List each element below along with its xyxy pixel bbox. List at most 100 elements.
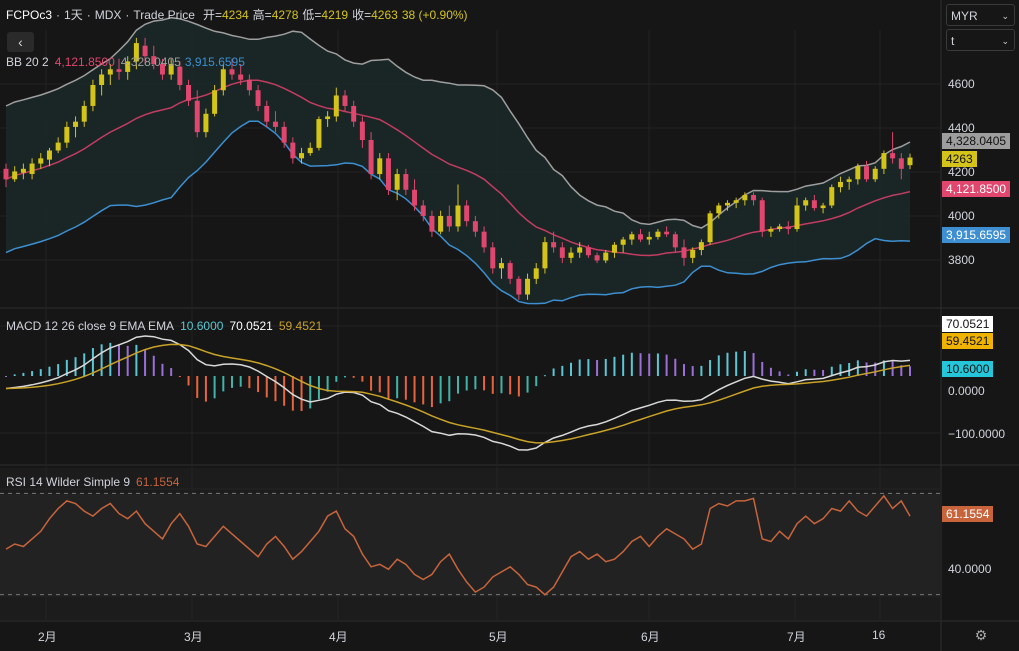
macd-histogram-bar xyxy=(283,376,286,406)
macd-histogram-bar xyxy=(509,376,512,395)
macd-histogram-bar xyxy=(317,376,320,400)
macd-histogram-bar xyxy=(691,366,694,376)
secondary-select[interactable]: t ⌄ xyxy=(946,29,1015,51)
macd-histogram-bar xyxy=(239,376,242,387)
macd-line xyxy=(5,335,911,451)
macd-histogram-bar xyxy=(517,376,520,397)
candle-body xyxy=(73,121,79,127)
candle-body xyxy=(629,234,635,240)
candle-body xyxy=(168,64,174,75)
candle-body xyxy=(455,205,461,227)
candle-body xyxy=(99,74,105,85)
bb-legend[interactable]: BB 20 2 4,121.8500 4,328.0405 3,915.6595 xyxy=(6,55,251,69)
macd-histogram-bar xyxy=(778,371,781,376)
rsi-legend[interactable]: RSI 14 Wilder Simple 9 61.1554 xyxy=(6,475,185,489)
macd-histogram-bar xyxy=(361,376,364,382)
candle-body xyxy=(881,153,887,169)
candle-body xyxy=(264,105,270,122)
candle-body xyxy=(759,200,765,232)
price-tick: 4400 xyxy=(948,121,975,135)
bb-lower-value: 3,915.6595 xyxy=(184,55,245,69)
open-label: 开= xyxy=(202,8,222,22)
open-value: 4234 xyxy=(221,8,249,22)
candle-body xyxy=(742,195,748,201)
candle-body xyxy=(707,213,713,243)
candle-body xyxy=(420,205,426,216)
macd-histogram-bar xyxy=(578,359,581,376)
candle-body xyxy=(290,142,296,159)
candle-body xyxy=(716,205,722,214)
macd-histogram-bar xyxy=(865,362,868,376)
candle-body xyxy=(577,247,583,253)
time-label: 6月 xyxy=(641,630,660,644)
price-tick: 4200 xyxy=(948,165,975,179)
symbol-name[interactable]: FCPOc3 xyxy=(6,8,53,22)
macd-histogram-bar xyxy=(813,369,816,376)
candle-body xyxy=(638,234,644,240)
candle-body xyxy=(472,221,478,232)
macd-histogram-bar xyxy=(604,358,607,376)
macd-histogram-bar xyxy=(5,376,7,377)
candle-body xyxy=(403,174,409,190)
macd-histogram-bar xyxy=(144,349,147,376)
macd-histogram-bar xyxy=(309,376,312,409)
candle-body xyxy=(777,226,783,230)
chart-header: FCPOc3 · 1天 · MDX · Trade Price 开=4234 高=4278 低=4… xyxy=(6,6,472,23)
candle-body xyxy=(446,215,452,227)
macd-histogram-bar xyxy=(430,376,433,408)
candle-body xyxy=(672,234,678,248)
macd-histogram-bar xyxy=(743,351,746,376)
macd-histogram-bar xyxy=(726,352,729,376)
candle-body xyxy=(368,140,374,175)
candle-body xyxy=(412,189,418,206)
bb-upper-line xyxy=(5,16,911,229)
low-label: 低= xyxy=(302,8,322,22)
macd-histogram-bar xyxy=(900,365,903,376)
macd-histogram-bar xyxy=(196,376,199,398)
macd-histogram-bar xyxy=(596,359,599,376)
macd-histogram-bar xyxy=(222,376,225,392)
macd-histogram-bar xyxy=(717,355,720,376)
macd-histogram-bar xyxy=(57,364,60,376)
candle-body xyxy=(785,226,791,230)
macd-histogram-bar xyxy=(622,354,625,376)
candle-body xyxy=(611,244,617,253)
change-value: 38 (+0.90%) xyxy=(401,8,468,22)
macd-histogram-bar xyxy=(204,376,207,402)
candle-body xyxy=(281,126,287,143)
macd-histogram-bar xyxy=(822,369,825,376)
macd-histogram-bar xyxy=(126,345,129,376)
bb-fill xyxy=(6,17,910,304)
currency-select[interactable]: MYR ⌄ xyxy=(946,4,1015,26)
macd-legend[interactable]: MACD 12 26 close 9 EMA EMA 10.6000 70.0521… xyxy=(6,319,328,333)
candle-body xyxy=(385,158,391,190)
exchange-label: MDX xyxy=(94,8,122,22)
bb-title: BB 20 2 xyxy=(6,55,49,69)
macd-histogram-bar xyxy=(178,376,181,377)
macd-histogram-bar xyxy=(213,376,216,399)
candle-body xyxy=(811,200,817,209)
separator: · xyxy=(86,8,91,22)
candle-body xyxy=(151,56,157,65)
macd-histogram-bar xyxy=(474,376,477,390)
candle-body xyxy=(733,200,739,203)
macd-histogram-bar xyxy=(769,367,772,376)
candle-body xyxy=(116,69,122,72)
candle-body xyxy=(307,147,313,154)
interval-label[interactable]: 1天 xyxy=(64,8,83,22)
candle-body xyxy=(681,247,687,258)
macd-histogram-bar xyxy=(787,374,790,376)
candle-body xyxy=(255,90,261,106)
macd-histogram-bar xyxy=(274,376,277,402)
macd-hist-tag: 10.6000 xyxy=(942,361,994,377)
macd-signal-value: 59.4521 xyxy=(278,319,323,333)
candle-body xyxy=(55,142,61,151)
collapse-button[interactable]: ‹ xyxy=(7,32,34,52)
macd-hist-value: 10.6000 xyxy=(180,319,224,333)
candle-body xyxy=(751,195,757,201)
candle-body xyxy=(46,150,52,160)
macd-histogram-bar xyxy=(161,363,164,376)
price-type-label: Trade Price xyxy=(133,8,195,22)
gear-icon[interactable]: ⚙ xyxy=(974,627,988,643)
